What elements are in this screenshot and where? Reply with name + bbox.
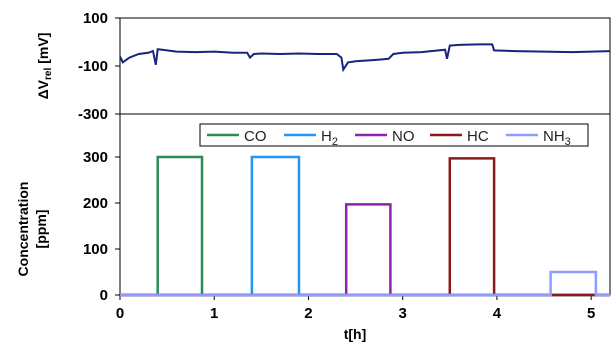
legend-label: NO	[392, 128, 415, 145]
bottom-y-tick-label: 300	[83, 149, 108, 166]
legend-label-subscript: 3	[565, 136, 571, 148]
bottom-y-axis-unit: [ppm]	[33, 210, 49, 249]
bottom-x-axis-label: t[h]	[344, 326, 367, 342]
x-tick-label: 3	[399, 305, 407, 322]
x-tick-label: 4	[493, 305, 502, 322]
x-tick-label: 1	[210, 305, 218, 322]
top-y-ticks: 100 -100 -300	[78, 10, 120, 123]
top-y-axis-label-sub: rel	[43, 68, 54, 80]
bottom-y-tick-label: 0	[100, 287, 108, 304]
x-tick-label: 0	[116, 305, 124, 322]
legend-label: HC	[467, 128, 489, 145]
legend-box	[199, 123, 589, 147]
bottom-y-ticks: 0 100 200 300	[83, 149, 120, 304]
bottom-y-tick-label: 100	[83, 241, 108, 258]
top-y-tick-label: -300	[78, 106, 108, 123]
x-tick-label: 5	[587, 305, 595, 322]
top-series-line	[119, 43, 611, 73]
bottom-y-tick-label: 200	[83, 195, 108, 212]
bottom-series-group	[120, 155, 610, 297]
top-plot-frame	[119, 17, 611, 115]
top-series-group	[119, 43, 611, 73]
series-line-co	[120, 155, 610, 297]
legend-label: NH3	[543, 128, 571, 148]
top-y-tick-label: -100	[78, 58, 108, 75]
legend: CO H2 NO HC NH3	[199, 123, 589, 148]
series-line-h2	[120, 155, 610, 297]
series-line-hc	[120, 157, 610, 297]
legend-label: CO	[244, 128, 267, 145]
top-y-axis-label-main: ΔV	[35, 79, 51, 99]
bottom-x-ticks: 0 1 2 3 4 5	[116, 295, 595, 322]
top-y-axis-label: ΔVrel [mV]	[35, 33, 54, 100]
top-y-tick-label: 100	[83, 10, 108, 27]
bottom-y-axis-label: Concentration	[15, 182, 31, 277]
legend-label-subscript: 2	[332, 136, 338, 148]
series-line-no	[120, 203, 610, 297]
top-panel: 100 -100 -300 ΔVrel [mV]	[35, 10, 611, 123]
series-line-nh3	[120, 270, 610, 297]
x-tick-label: 2	[304, 305, 312, 322]
top-y-axis-label-unit: [mV]	[35, 33, 51, 64]
